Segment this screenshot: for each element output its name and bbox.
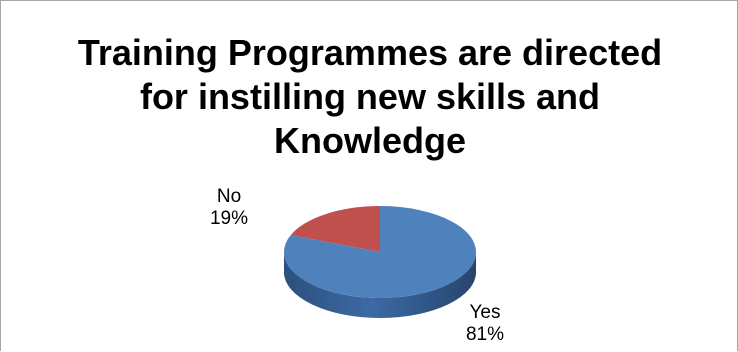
slice-value-no: 19% [210, 208, 248, 229]
slice-value-yes: 81% [466, 324, 504, 345]
slice-label-yes: Yes [470, 302, 501, 323]
chart-title-line-2: for instilling new skills and [139, 76, 601, 117]
slice-label-no: No [217, 186, 241, 207]
chart-title: Training Programmes are directed for ins… [1, 31, 738, 163]
pie-slices [283, 206, 477, 318]
chart-title-line-1: Training Programmes are directed [77, 32, 663, 73]
slice-side-shade-yes [284, 252, 476, 318]
slice-top-yes [283, 206, 477, 299]
chart-title-line-3: Knowledge [273, 120, 466, 161]
slice-top-no [290, 206, 380, 252]
